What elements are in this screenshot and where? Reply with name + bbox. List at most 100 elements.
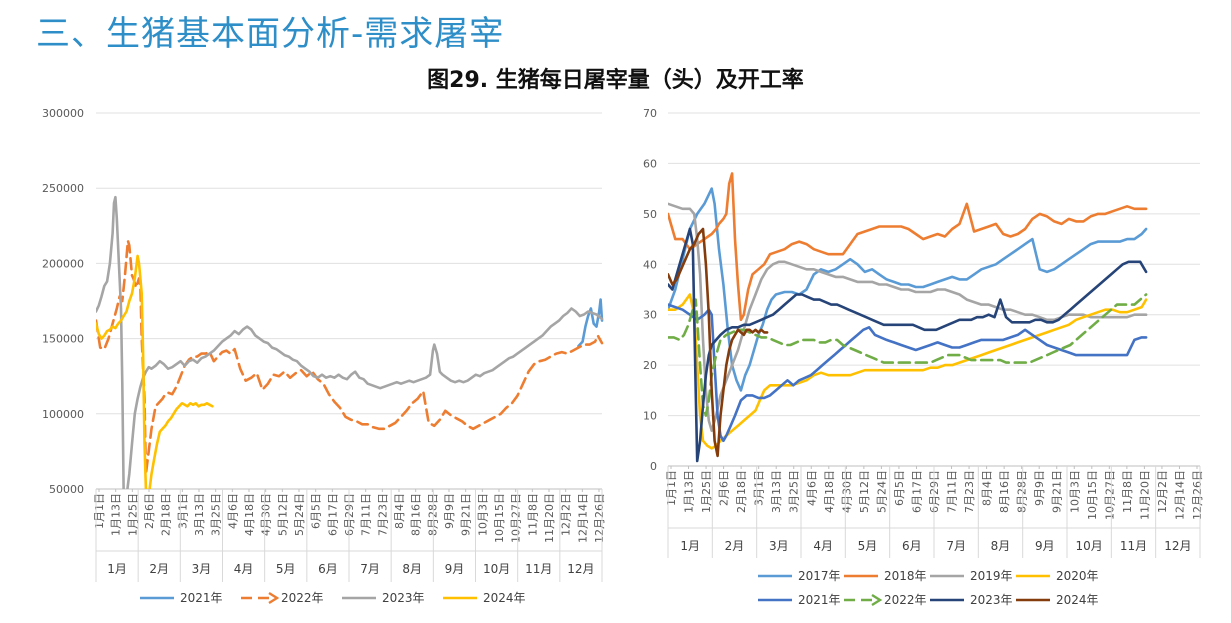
series-line-2018年 [668, 172, 1148, 322]
month-label: 12月 [567, 562, 594, 576]
month-label: 8月 [402, 562, 422, 576]
legend-item[interactable]: 2017年 [758, 569, 841, 583]
x-tick-label: 4月18日 [243, 493, 256, 536]
y-tick-label: 20 [643, 359, 657, 372]
x-tick-label: 10月3日 [476, 493, 489, 536]
x-tick-label: 4月6日 [805, 470, 818, 506]
x-tick-label: 11月20日 [1138, 470, 1151, 520]
month-label: 9月 [1035, 539, 1055, 553]
month-label: 3月 [769, 539, 789, 553]
x-tick-label: 2月6日 [718, 470, 731, 506]
x-tick-label: 12月2日 [560, 493, 573, 536]
x-tick-label: 3月13日 [770, 470, 783, 513]
x-tick-label: 4月18日 [823, 470, 836, 513]
legend-item[interactable]: 2019年 [930, 569, 1013, 583]
series-line-2022年 [668, 293, 1148, 417]
x-tick-label: 4月30日 [260, 493, 273, 536]
legend-item[interactable]: 2023年 [342, 591, 425, 605]
x-tick-label: 3月25日 [788, 470, 801, 513]
x-tick-label: 8月4日 [981, 470, 994, 506]
legend-label: 2021年 [798, 593, 841, 607]
x-tick-label: 7月23日 [376, 493, 389, 536]
month-label: 6月 [902, 539, 922, 553]
x-tick-label: 2月18日 [160, 493, 173, 536]
month-label: 12月 [1164, 539, 1191, 553]
y-tick-label: 100000 [42, 408, 84, 421]
x-tick-label: 10月15日 [493, 493, 506, 543]
legend-item[interactable]: 2024年 [1016, 593, 1099, 607]
legend-item[interactable]: 2021年 [140, 591, 223, 605]
x-tick-label: 6月17日 [326, 493, 339, 536]
legend-label: 2022年 [884, 593, 927, 607]
x-tick-label: 8月28日 [1016, 470, 1029, 513]
x-tick-label: 12月2日 [1156, 470, 1169, 513]
page-title: 三、生猪基本面分析-需求屠宰 [36, 14, 505, 54]
x-tick-label: 7月23日 [963, 470, 976, 513]
x-tick-label: 1月25日 [700, 470, 713, 513]
x-tick-label: 9月21日 [460, 493, 473, 536]
x-tick-label: 12月14日 [576, 493, 589, 543]
legend-label: 2021年 [180, 591, 223, 605]
legend-item[interactable]: 2024年 [443, 591, 526, 605]
y-tick-label: 60 [643, 157, 657, 170]
series-line-2024年 [668, 227, 769, 458]
month-label: 5月 [858, 539, 878, 553]
figure-title: 图29. 生猪每日屠宰量（头）及开工率 [427, 68, 804, 93]
y-tick-label: 0 [650, 460, 657, 473]
legend-arrow-icon [871, 593, 883, 607]
x-tick-label: 5月24日 [293, 493, 306, 536]
x-tick-label: 10月3日 [1068, 470, 1081, 513]
legend-label: 2023年 [970, 593, 1013, 607]
x-tick-label: 1月1日 [665, 470, 678, 506]
legend-item[interactable]: 2023年 [930, 593, 1013, 607]
x-tick-label: 11月20日 [543, 493, 556, 543]
month-label: 3月 [192, 562, 212, 576]
month-label: 1月 [107, 562, 127, 576]
month-label: 11月 [525, 562, 552, 576]
legend-label: 2024年 [1056, 593, 1099, 607]
x-tick-label: 1月13日 [110, 493, 123, 536]
x-tick-label: 4月6日 [226, 493, 239, 529]
x-tick-label: 8月4日 [393, 493, 406, 529]
month-label: 5月 [276, 562, 296, 576]
y-tick-label: 300000 [42, 107, 84, 120]
y-tick-label: 70 [643, 107, 657, 120]
legend-label: 2019年 [970, 569, 1013, 583]
y-tick-label: 250000 [42, 182, 84, 195]
x-tick-label: 5月12日 [858, 470, 871, 513]
x-tick-label: 9月9日 [443, 493, 456, 529]
x-tick-label: 7月11日 [360, 493, 373, 536]
y-tick-label: 40 [643, 258, 657, 271]
legend-item[interactable]: 2022年 [241, 591, 324, 605]
x-tick-label: 2月18日 [735, 470, 748, 513]
x-tick-label: 2月6日 [143, 493, 156, 529]
x-tick-label: 3月25日 [210, 493, 223, 536]
month-label: 11月 [1120, 539, 1147, 553]
month-label: 7月 [360, 562, 380, 576]
y-tick-label: 50000 [49, 483, 84, 496]
x-tick-label: 12月14日 [1173, 470, 1186, 520]
month-label: 1月 [680, 539, 700, 553]
legend-item[interactable]: 2021年 [758, 593, 841, 607]
x-tick-label: 1月25日 [126, 493, 139, 536]
y-tick-label: 150000 [42, 333, 84, 346]
month-label: 2月 [725, 539, 745, 553]
x-tick-label: 10月27日 [510, 493, 523, 543]
month-label: 6月 [318, 562, 338, 576]
month-label: 7月 [946, 539, 966, 553]
legend-label: 2018年 [884, 569, 927, 583]
legend-item[interactable]: 2022年 [844, 593, 927, 607]
month-label: 4月 [234, 562, 254, 576]
x-tick-label: 4月30日 [840, 470, 853, 513]
x-tick-label: 8月16日 [998, 470, 1011, 513]
month-label: 4月 [813, 539, 833, 553]
x-tick-label: 5月24日 [875, 470, 888, 513]
legend-item[interactable]: 2020年 [1016, 569, 1099, 583]
series-line-2021年 [577, 298, 604, 348]
x-tick-label: 5月12日 [276, 493, 289, 536]
legend-item[interactable]: 2018年 [844, 569, 927, 583]
x-tick-label: 10月27日 [1103, 470, 1116, 520]
legend-arrow-icon [268, 591, 280, 605]
series-line-2023年 [96, 195, 604, 489]
